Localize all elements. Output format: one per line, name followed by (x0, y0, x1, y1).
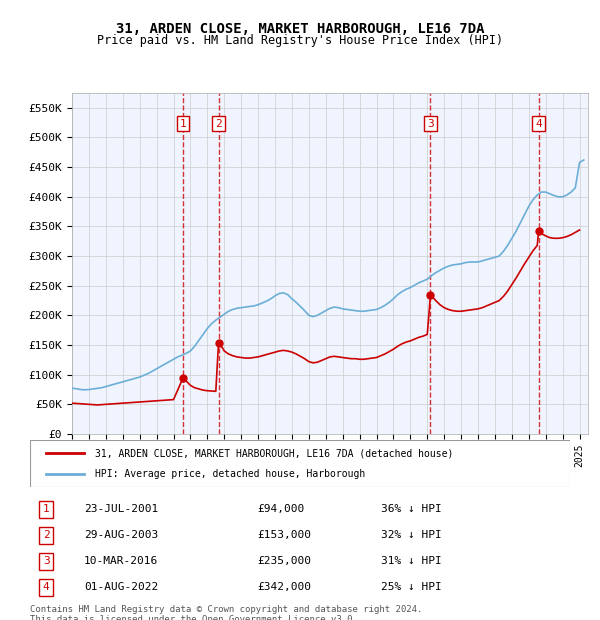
Text: 36% ↓ HPI: 36% ↓ HPI (381, 504, 442, 515)
Text: 1: 1 (179, 118, 186, 129)
Text: 31, ARDEN CLOSE, MARKET HARBOROUGH, LE16 7DA: 31, ARDEN CLOSE, MARKET HARBOROUGH, LE16… (116, 22, 484, 36)
Text: 1: 1 (43, 504, 50, 515)
Text: Price paid vs. HM Land Registry's House Price Index (HPI): Price paid vs. HM Land Registry's House … (97, 34, 503, 47)
Text: £342,000: £342,000 (257, 582, 311, 593)
Text: 3: 3 (427, 118, 434, 129)
FancyBboxPatch shape (30, 440, 570, 487)
Text: 4: 4 (43, 582, 50, 593)
Text: £235,000: £235,000 (257, 556, 311, 567)
Text: Contains HM Land Registry data © Crown copyright and database right 2024.
This d: Contains HM Land Registry data © Crown c… (30, 604, 422, 620)
Text: 10-MAR-2016: 10-MAR-2016 (84, 556, 158, 567)
Text: 29-AUG-2003: 29-AUG-2003 (84, 530, 158, 541)
Text: 4: 4 (535, 118, 542, 129)
Text: £153,000: £153,000 (257, 530, 311, 541)
Text: 2: 2 (43, 530, 50, 541)
Text: £94,000: £94,000 (257, 504, 304, 515)
Text: 25% ↓ HPI: 25% ↓ HPI (381, 582, 442, 593)
Text: 3: 3 (43, 556, 50, 567)
Text: 31% ↓ HPI: 31% ↓ HPI (381, 556, 442, 567)
Text: 32% ↓ HPI: 32% ↓ HPI (381, 530, 442, 541)
Text: 23-JUL-2001: 23-JUL-2001 (84, 504, 158, 515)
Text: HPI: Average price, detached house, Harborough: HPI: Average price, detached house, Harb… (95, 469, 365, 479)
Text: 01-AUG-2022: 01-AUG-2022 (84, 582, 158, 593)
Text: 2: 2 (215, 118, 222, 129)
Text: 31, ARDEN CLOSE, MARKET HARBOROUGH, LE16 7DA (detached house): 31, ARDEN CLOSE, MARKET HARBOROUGH, LE16… (95, 448, 453, 458)
